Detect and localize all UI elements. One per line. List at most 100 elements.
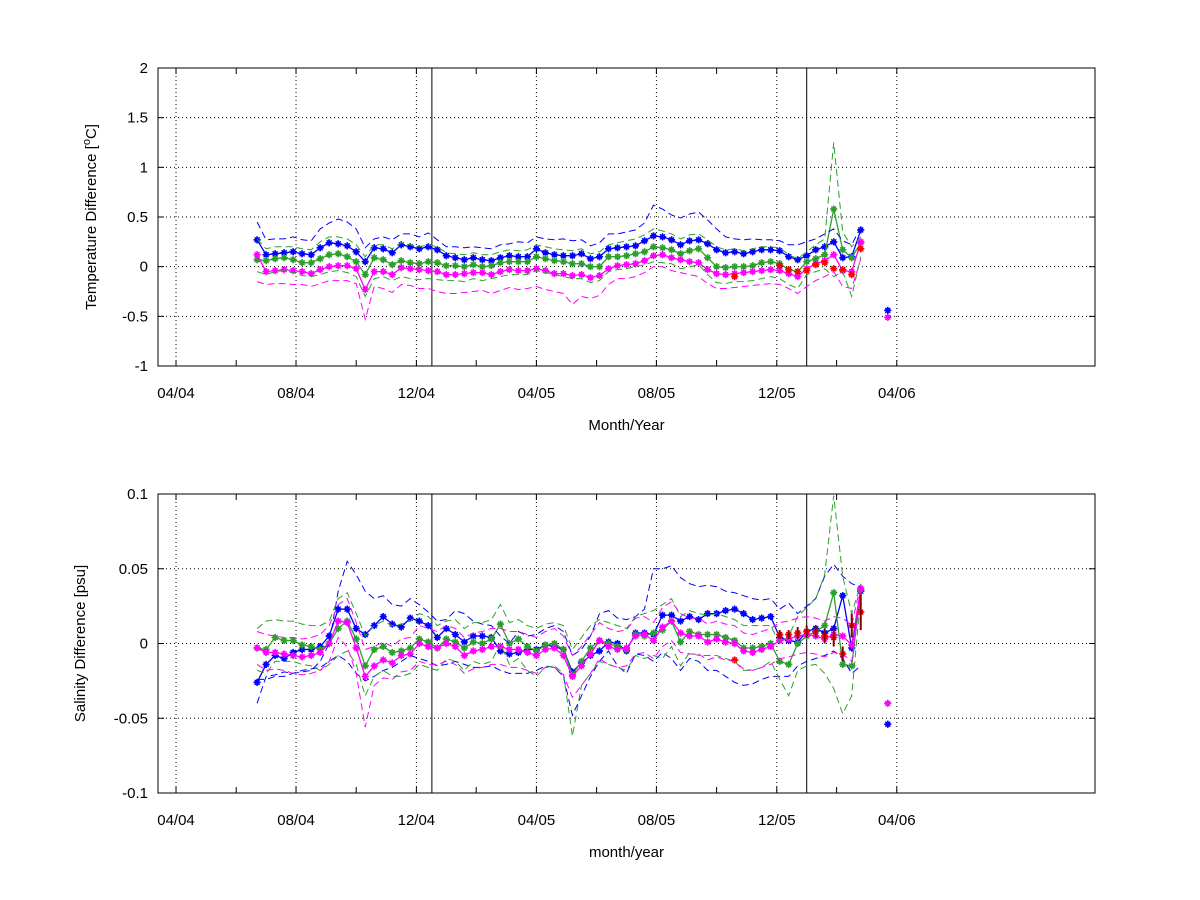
series-1 <box>253 205 865 279</box>
data-point <box>676 256 685 264</box>
data-point <box>631 632 640 640</box>
data-point <box>785 660 793 669</box>
y-tick-label: -0.05 <box>114 710 148 727</box>
data-point <box>505 266 513 274</box>
data-point <box>388 648 396 657</box>
series-4 <box>884 306 892 314</box>
data-point <box>460 644 468 652</box>
data-point <box>758 645 766 654</box>
envelope-path <box>256 560 861 704</box>
data-point <box>424 267 432 275</box>
data-point <box>307 270 315 278</box>
data-point <box>839 592 847 600</box>
data-point <box>676 617 685 625</box>
data-point <box>397 264 405 272</box>
data-point <box>541 255 550 263</box>
envelope-path <box>256 142 862 260</box>
data-point <box>289 248 297 256</box>
data-point <box>469 254 477 262</box>
data-point <box>442 635 450 643</box>
data-point <box>767 258 775 266</box>
data-point <box>307 642 315 651</box>
data-point <box>361 672 369 680</box>
data-point <box>451 271 459 279</box>
data-point <box>271 255 279 263</box>
data-point <box>622 261 631 269</box>
data-point <box>577 271 586 279</box>
data-point <box>325 239 333 247</box>
envelope-path <box>256 258 862 322</box>
data-point <box>839 660 847 669</box>
data-point <box>857 245 865 253</box>
data-point <box>884 306 892 314</box>
data-point <box>478 639 486 648</box>
data-point <box>821 621 829 630</box>
envelope-path <box>256 495 862 651</box>
data-point <box>559 270 568 278</box>
ticks <box>158 493 1095 794</box>
data-point <box>731 656 739 664</box>
data-point <box>649 232 658 240</box>
x-tick-label: 08/05 <box>638 812 676 829</box>
data-point <box>640 257 649 265</box>
data-point <box>478 269 486 277</box>
data-point <box>703 240 712 248</box>
data-point <box>649 629 658 637</box>
data-point <box>550 251 559 259</box>
data-point <box>325 639 333 648</box>
data-point <box>749 248 757 256</box>
data-point <box>397 257 405 265</box>
x-tick-label: 04/04 <box>157 385 195 402</box>
data-point <box>253 644 261 652</box>
data-point <box>794 268 802 276</box>
data-point <box>712 635 721 643</box>
data-point <box>307 251 315 259</box>
data-point <box>262 648 270 657</box>
data-point <box>523 648 531 657</box>
envelope-line-8 <box>256 258 862 322</box>
data-point <box>253 678 261 686</box>
data-point <box>361 258 369 266</box>
data-point <box>568 272 577 280</box>
data-point <box>424 642 432 651</box>
data-point <box>298 641 306 649</box>
data-point <box>415 260 423 268</box>
data-point <box>604 245 613 253</box>
data-point <box>731 263 739 271</box>
data-point <box>731 605 739 613</box>
data-point <box>370 268 378 276</box>
data-point <box>379 245 387 253</box>
data-point <box>469 261 477 269</box>
series-4 <box>884 720 892 728</box>
data-point <box>496 620 504 628</box>
data-point <box>577 662 586 670</box>
data-point <box>676 250 685 258</box>
data-point <box>460 256 468 264</box>
data-point <box>325 251 333 259</box>
data-point <box>361 271 369 279</box>
y-axis-label: Salinity Difference [psu] <box>72 565 89 722</box>
data-point <box>767 612 775 621</box>
y-tick-label: 1 <box>140 159 148 176</box>
data-point <box>839 246 847 254</box>
data-point <box>830 205 838 213</box>
data-point <box>767 642 775 651</box>
data-point <box>307 651 315 660</box>
data-point <box>785 266 793 274</box>
data-point <box>433 633 441 642</box>
data-point <box>253 251 261 259</box>
data-point <box>433 246 441 254</box>
data-point <box>731 639 739 648</box>
data-point <box>595 636 604 645</box>
data-point <box>848 641 856 649</box>
x-tick-label: 12/05 <box>758 812 796 829</box>
data-point <box>884 699 892 707</box>
data-point <box>550 639 559 648</box>
data-point <box>731 273 739 281</box>
data-point <box>758 246 766 254</box>
data-point <box>767 246 775 254</box>
data-point <box>280 650 288 658</box>
x-tick-label: 04/05 <box>518 812 556 829</box>
data-point <box>676 629 685 637</box>
data-point <box>487 642 495 651</box>
